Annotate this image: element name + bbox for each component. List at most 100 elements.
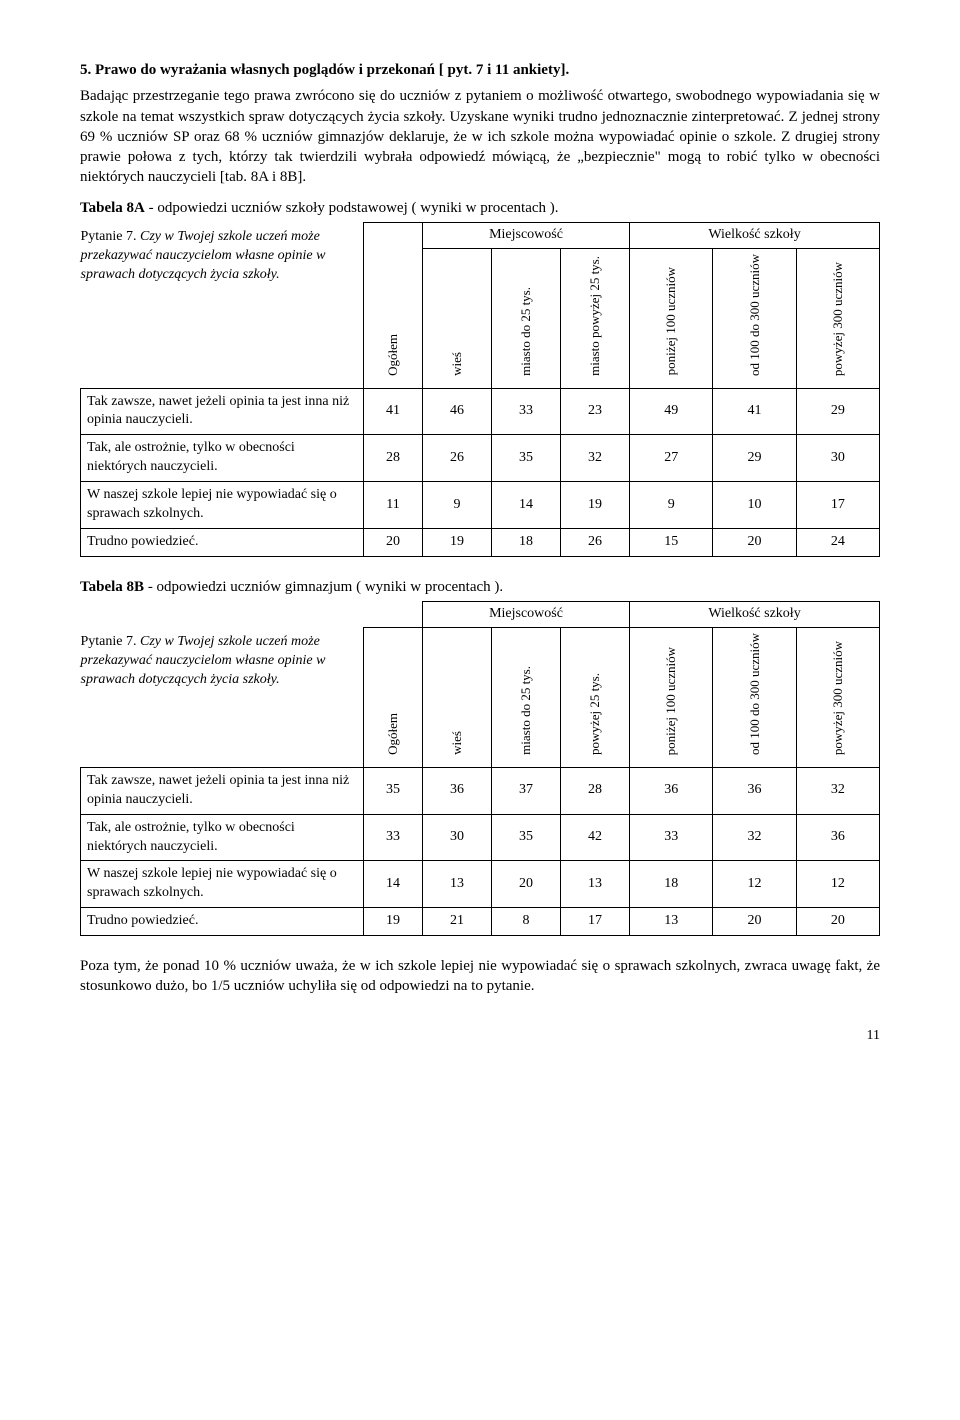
cell: 19	[561, 482, 630, 529]
cell: 36	[796, 814, 879, 861]
cell: 24	[796, 528, 879, 556]
table-row: Tak zawsze, nawet jeżeli opinia ta jest …	[81, 388, 880, 435]
cell: 20	[364, 528, 423, 556]
cell: 29	[713, 435, 796, 482]
cell: 17	[796, 482, 879, 529]
caption-8a-prefix: Tabela 8A	[80, 200, 145, 216]
row-label: Tak, ale ostrożnie, tylko w obecności ni…	[81, 814, 364, 861]
group-wielkosc: Wielkość szkoły	[630, 602, 880, 628]
cell: 30	[423, 814, 492, 861]
page-number: 11	[80, 1027, 880, 1046]
cell: 21	[423, 908, 492, 936]
cell: 32	[561, 435, 630, 482]
col-miasto-do25: miasto do 25 tys.	[517, 285, 535, 378]
caption-8b-rest: - odpowiedzi uczniów gimnazjum ( wyniki …	[144, 579, 503, 595]
cell: 8	[492, 908, 561, 936]
cell: 36	[630, 767, 713, 814]
cell: 36	[423, 767, 492, 814]
cell: 23	[561, 388, 630, 435]
cell: 15	[630, 528, 713, 556]
cell: 28	[561, 767, 630, 814]
cell: 13	[561, 861, 630, 908]
question-label: Pytanie 7.	[81, 229, 137, 244]
cell: 46	[423, 388, 492, 435]
cell: 12	[796, 861, 879, 908]
cell: 19	[364, 908, 423, 936]
cell: 13	[630, 908, 713, 936]
cell: 13	[423, 861, 492, 908]
cell: 42	[561, 814, 630, 861]
table-row: Tak, ale ostrożnie, tylko w obecności ni…	[81, 814, 880, 861]
caption-8a-rest: - odpowiedzi uczniów szkoły podstawowej …	[145, 200, 559, 216]
table-8a-caption: Tabela 8A - odpowiedzi uczniów szkoły po…	[80, 198, 880, 218]
intro-paragraph: Badając przestrzeganie tego prawa zwróco…	[80, 86, 880, 187]
col-100-300: od 100 do 300 uczniów	[746, 252, 764, 378]
cell: 20	[713, 528, 796, 556]
table-row: W naszej szkole lepiej nie wypowiadać si…	[81, 482, 880, 529]
col-ponizej100: poniżej 100 uczniów	[662, 645, 680, 757]
cell: 12	[713, 861, 796, 908]
table-8b: Miejscowość Wielkość szkoły Pytanie 7. C…	[80, 601, 880, 936]
cell: 18	[492, 528, 561, 556]
cell: 9	[423, 482, 492, 529]
table-row: Tak, ale ostrożnie, tylko w obecności ni…	[81, 435, 880, 482]
col-ogolem: Ogółem	[384, 711, 402, 757]
cell: 20	[713, 908, 796, 936]
cell: 32	[713, 814, 796, 861]
cell: 14	[364, 861, 423, 908]
caption-8b-prefix: Tabela 8B	[80, 579, 144, 595]
cell: 32	[796, 767, 879, 814]
row-label: Tak, ale ostrożnie, tylko w obecności ni…	[81, 435, 364, 482]
cell: 27	[630, 435, 713, 482]
cell: 37	[492, 767, 561, 814]
col-100-300: od 100 do 300 uczniów	[746, 631, 764, 757]
cell: 20	[492, 861, 561, 908]
cell: 41	[713, 388, 796, 435]
row-label: Trudno powiedzieć.	[81, 908, 364, 936]
cell: 9	[630, 482, 713, 529]
table-row: Tak zawsze, nawet jeżeli opinia ta jest …	[81, 767, 880, 814]
table-row: Trudno powiedzieć. 19 21 8 17 13 20 20	[81, 908, 880, 936]
table-8b-caption: Tabela 8B - odpowiedzi uczniów gimnazjum…	[80, 577, 880, 597]
cell: 19	[423, 528, 492, 556]
group-miejscowosc: Miejscowość	[423, 222, 630, 248]
col-ponizej100: poniżej 100 uczniów	[662, 265, 680, 377]
row-label: Trudno powiedzieć.	[81, 528, 364, 556]
row-label: W naszej szkole lepiej nie wypowiadać si…	[81, 482, 364, 529]
col-pow25: powyżej 25 tys.	[586, 671, 604, 757]
col-ogolem: Ogółem	[384, 332, 402, 378]
cell: 49	[630, 388, 713, 435]
cell: 35	[364, 767, 423, 814]
table-row: Trudno powiedzieć. 20 19 18 26 15 20 24	[81, 528, 880, 556]
cell: 33	[630, 814, 713, 861]
cell: 14	[492, 482, 561, 529]
cell: 28	[364, 435, 423, 482]
cell: 30	[796, 435, 879, 482]
cell: 33	[364, 814, 423, 861]
row-label: Tak zawsze, nawet jeżeli opinia ta jest …	[81, 767, 364, 814]
cell: 35	[492, 435, 561, 482]
cell: 20	[796, 908, 879, 936]
col-pow300: powyżej 300 uczniów	[829, 639, 847, 757]
row-label: Tak zawsze, nawet jeżeli opinia ta jest …	[81, 388, 364, 435]
cell: 26	[561, 528, 630, 556]
col-miasto-pow25: miasto powyżej 25 tys.	[586, 254, 604, 378]
group-wielkosc: Wielkość szkoły	[630, 222, 880, 248]
row-label: W naszej szkole lepiej nie wypowiadać si…	[81, 861, 364, 908]
group-miejscowosc: Miejscowość	[423, 602, 630, 628]
cell: 26	[423, 435, 492, 482]
col-pow300: powyżej 300 uczniów	[829, 260, 847, 378]
cell: 11	[364, 482, 423, 529]
cell: 17	[561, 908, 630, 936]
col-wies: wieś	[448, 729, 466, 757]
col-miasto-do25: miasto do 25 tys.	[517, 664, 535, 757]
cell: 35	[492, 814, 561, 861]
col-wies: wieś	[448, 350, 466, 378]
cell: 36	[713, 767, 796, 814]
section-heading: 5. Prawo do wyrażania własnych poglądów …	[80, 60, 880, 80]
cell: 33	[492, 388, 561, 435]
cell: 10	[713, 482, 796, 529]
table-8a: Pytanie 7. Czy w Twojej szkole uczeń moż…	[80, 222, 880, 557]
table-row: W naszej szkole lepiej nie wypowiadać si…	[81, 861, 880, 908]
cell: 41	[364, 388, 423, 435]
